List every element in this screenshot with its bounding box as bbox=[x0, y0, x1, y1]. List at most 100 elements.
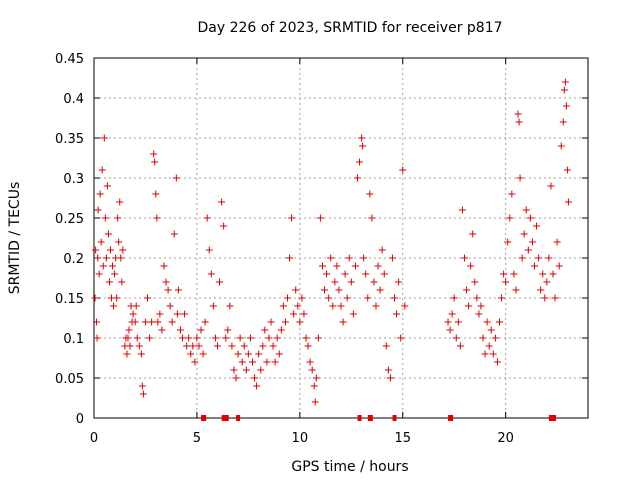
data-point-marker bbox=[179, 334, 187, 342]
data-point-marker bbox=[139, 390, 147, 398]
data-point-marker bbox=[545, 254, 553, 262]
data-point-marker bbox=[358, 134, 366, 142]
data-point-marker bbox=[516, 174, 524, 182]
data-point-marker bbox=[103, 182, 111, 190]
rug-marker bbox=[357, 415, 362, 421]
data-point-marker bbox=[300, 310, 308, 318]
data-point-marker bbox=[146, 334, 154, 342]
data-point-marker bbox=[401, 302, 409, 310]
data-point-marker bbox=[98, 166, 106, 174]
data-point-marker bbox=[242, 366, 250, 374]
data-point-marker bbox=[562, 102, 570, 110]
data-point-marker bbox=[104, 230, 112, 238]
data-point-marker bbox=[382, 342, 390, 350]
data-point-marker bbox=[144, 294, 152, 302]
data-point-marker bbox=[495, 318, 503, 326]
data-point-marker bbox=[380, 270, 388, 278]
data-point-marker bbox=[366, 190, 374, 198]
data-point-marker bbox=[232, 374, 240, 382]
data-point-marker bbox=[345, 254, 353, 262]
data-point-marker bbox=[316, 214, 324, 222]
data-point-marker bbox=[174, 286, 182, 294]
data-point-marker bbox=[189, 342, 197, 350]
x-axis-title: GPS time / hours bbox=[291, 459, 408, 475]
data-point-marker bbox=[557, 142, 565, 150]
data-point-marker bbox=[106, 246, 114, 254]
data-point-marker bbox=[123, 350, 131, 358]
data-point-marker bbox=[310, 382, 318, 390]
data-point-marker bbox=[535, 254, 543, 262]
data-point-marker bbox=[93, 334, 101, 342]
data-point-marker bbox=[318, 262, 326, 270]
data-point-marker bbox=[378, 246, 386, 254]
y-tick-label: 0.3 bbox=[63, 172, 84, 187]
data-point-marker bbox=[94, 254, 102, 262]
data-point-marker bbox=[172, 174, 180, 182]
grid-lines bbox=[94, 58, 588, 418]
data-point-marker bbox=[131, 318, 139, 326]
data-point-marker bbox=[100, 134, 108, 142]
data-point-marker bbox=[102, 254, 110, 262]
data-point-marker bbox=[137, 350, 145, 358]
data-point-marker bbox=[209, 302, 217, 310]
data-point-marker bbox=[92, 318, 100, 326]
data-point-marker bbox=[337, 302, 345, 310]
data-point-marker bbox=[129, 310, 137, 318]
rug-markers bbox=[201, 415, 557, 421]
data-point-marker bbox=[181, 310, 189, 318]
data-point-marker bbox=[111, 270, 119, 278]
data-point-marker bbox=[203, 214, 211, 222]
data-point-marker bbox=[154, 318, 162, 326]
data-point-marker bbox=[522, 206, 530, 214]
y-axis-title: SRMTID / TECUs bbox=[7, 182, 23, 295]
data-point-marker bbox=[224, 326, 232, 334]
data-point-marker bbox=[160, 262, 168, 270]
data-point-marker bbox=[448, 310, 456, 318]
data-point-marker bbox=[248, 358, 256, 366]
data-point-marker bbox=[97, 238, 105, 246]
data-point-marker bbox=[117, 254, 125, 262]
data-point-marker bbox=[94, 206, 102, 214]
data-point-marker bbox=[199, 350, 207, 358]
x-tick-label: 10 bbox=[292, 431, 309, 446]
data-point-marker bbox=[279, 302, 287, 310]
data-point-marker bbox=[286, 254, 294, 262]
data-point-marker bbox=[539, 270, 547, 278]
data-point-marker bbox=[216, 278, 224, 286]
data-point-marker bbox=[116, 198, 124, 206]
data-point-marker bbox=[537, 286, 545, 294]
data-point-marker bbox=[168, 318, 176, 326]
data-point-marker bbox=[228, 342, 236, 350]
data-point-marker bbox=[281, 318, 289, 326]
data-point-marker bbox=[151, 158, 159, 166]
data-point-marker bbox=[526, 214, 534, 222]
data-point-marker bbox=[477, 302, 485, 310]
data-point-marker bbox=[148, 318, 156, 326]
data-point-marker bbox=[222, 334, 230, 342]
data-point-marker bbox=[304, 342, 312, 350]
data-point-marker bbox=[391, 294, 399, 302]
data-point-marker bbox=[114, 214, 122, 222]
data-point-marker bbox=[325, 294, 333, 302]
x-tick-label: 20 bbox=[497, 431, 514, 446]
data-point-marker bbox=[191, 358, 199, 366]
rug-marker bbox=[368, 415, 373, 421]
data-point-marker bbox=[311, 398, 319, 406]
data-point-marker bbox=[267, 318, 275, 326]
data-point-marker bbox=[343, 294, 351, 302]
data-point-marker bbox=[530, 262, 538, 270]
data-point-marker bbox=[549, 270, 557, 278]
data-point-marker bbox=[555, 262, 563, 270]
data-point-marker bbox=[214, 342, 221, 350]
data-point-marker bbox=[362, 270, 370, 278]
data-point-marker bbox=[236, 334, 244, 342]
y-tick-label: 0 bbox=[76, 412, 84, 427]
data-point-marker bbox=[323, 270, 331, 278]
rug-marker bbox=[449, 415, 454, 421]
data-point-marker bbox=[101, 214, 109, 222]
rug-marker bbox=[221, 415, 226, 421]
rug-marker bbox=[224, 415, 229, 421]
data-point-marker bbox=[99, 262, 107, 270]
data-point-marker bbox=[331, 278, 339, 286]
data-point-marker bbox=[524, 246, 532, 254]
